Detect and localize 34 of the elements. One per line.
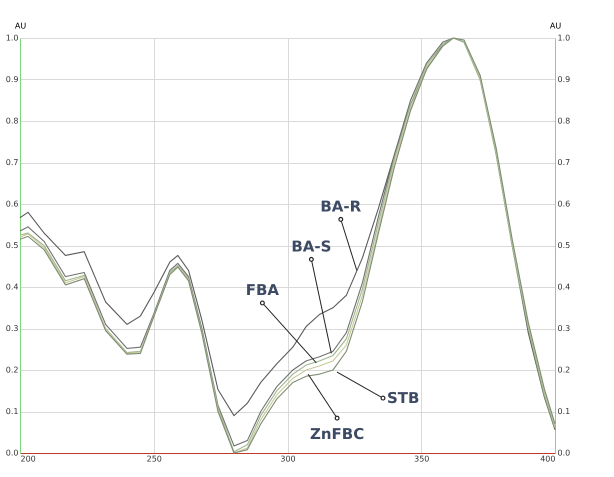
y2-tick-label: 0.7 bbox=[558, 158, 570, 167]
y2-tick-label: 0.3 bbox=[558, 324, 570, 333]
annotation: BA-S bbox=[291, 237, 332, 256]
y-tick-label: 0.5 bbox=[6, 241, 18, 250]
x-tick-label: 250 bbox=[146, 454, 162, 464]
y-tick-label: 0.7 bbox=[6, 158, 18, 167]
x-tick-label: 350 bbox=[414, 454, 430, 464]
y-tick-label: 1.0 bbox=[6, 34, 18, 42]
y2-tick-label: 0.9 bbox=[558, 75, 570, 84]
y2-tick-label: 0.0 bbox=[558, 448, 570, 458]
x-tick-label: 400 bbox=[540, 454, 556, 464]
y-tick-label: 0.1 bbox=[6, 407, 18, 416]
annotation: STB bbox=[386, 389, 420, 408]
y-tick-label: 0.0 bbox=[6, 448, 18, 458]
y2-tick-label: 1.0 bbox=[558, 34, 570, 42]
annotation: ZnFBC bbox=[310, 425, 364, 444]
y2-axis-title: AU bbox=[550, 22, 562, 30]
y-tick-label: 0.9 bbox=[6, 75, 18, 84]
y-tick-label: 0.2 bbox=[6, 366, 18, 374]
y-tick-label: 0.8 bbox=[6, 116, 18, 126]
y2-tick-label: 0.8 bbox=[558, 116, 570, 126]
y-tick-label: 0.3 bbox=[6, 324, 18, 333]
annotation: BA-R bbox=[320, 197, 362, 216]
y2-tick-label: 0.6 bbox=[558, 200, 570, 208]
y2-tick-label: 0.2 bbox=[558, 366, 570, 374]
annotation: FBA bbox=[246, 280, 280, 299]
y2-tick-label: 0.1 bbox=[558, 407, 570, 416]
x-tick-label: 300 bbox=[280, 454, 296, 464]
y2-tick-label: 0.4 bbox=[558, 282, 570, 292]
y-tick-label: 0.4 bbox=[6, 282, 18, 292]
y-axis-title: AU bbox=[14, 22, 26, 30]
y-tick-label: 0.6 bbox=[6, 200, 18, 208]
x-tick-label: 200 bbox=[20, 454, 36, 464]
y2-tick-label: 0.5 bbox=[558, 241, 570, 250]
